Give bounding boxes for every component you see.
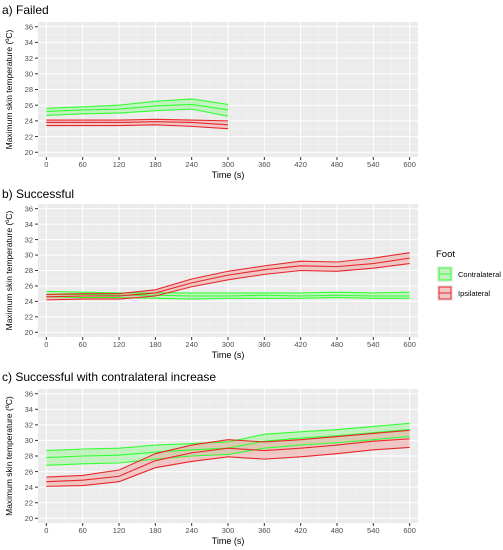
series-line-ipsilateral-mean	[46, 121, 229, 126]
x-tick-label: 540	[367, 340, 380, 349]
y-axis-label: Maximum skin temperature (ºC)	[4, 210, 14, 330]
y-tick-label: 32	[25, 54, 33, 63]
x-tick-label: 420	[294, 160, 307, 169]
y-tick-label: 20	[25, 514, 33, 523]
y-tick-label: 22	[25, 313, 33, 322]
series-line-contralateral-upper	[46, 98, 229, 109]
y-tick-label: 24	[25, 117, 33, 126]
series-line-ipsilateral-upper	[46, 429, 410, 478]
x-tick-label: 60	[79, 340, 87, 349]
x-tick-label: 0	[44, 160, 48, 169]
x-tick-label: 0	[44, 340, 48, 349]
ribbon-ipsilateral	[46, 252, 410, 300]
x-tick-label: 120	[113, 526, 126, 535]
x-tick-label: 120	[113, 340, 126, 349]
x-tick-label: 600	[403, 526, 416, 535]
x-tick-label: 300	[222, 340, 235, 349]
chart-panel-1: a) Failed 0 60 120 180 240 300 360 420 480 540 600 2…	[2, 3, 418, 180]
y-tick-label: 30	[25, 70, 33, 79]
x-tick-label: 540	[367, 526, 380, 535]
y-tick-label: 20	[25, 148, 33, 157]
series-line-ipsilateral-upper	[46, 252, 410, 296]
panel-title: b) Successful	[2, 187, 74, 201]
x-tick-label: 300	[222, 526, 235, 535]
series-line-contralateral-mean	[46, 103, 229, 113]
y-tick-label: 30	[25, 251, 33, 260]
y-tick-label: 26	[25, 282, 33, 291]
x-tick-label: 0	[44, 526, 48, 535]
y-tick-label: 22	[25, 498, 33, 507]
series-line-ipsilateral-lower	[46, 446, 410, 487]
y-tick-label: 30	[25, 436, 33, 445]
y-tick-label: 20	[25, 328, 33, 337]
series-line-ipsilateral-upper	[46, 118, 229, 122]
x-tick-label: 360	[258, 340, 271, 349]
y-tick-label: 32	[25, 235, 33, 244]
y-tick-label: 34	[25, 220, 33, 229]
y-tick-label: 36	[25, 204, 33, 213]
y-tick-label: 24	[25, 483, 33, 492]
x-tick-label: 240	[185, 340, 198, 349]
x-axis-label: Time (s)	[212, 170, 245, 180]
ribbon-ipsilateral	[46, 119, 228, 129]
series-line-contralateral-upper	[46, 290, 410, 294]
x-tick-label: 240	[185, 526, 198, 535]
series-line-contralateral-lower	[46, 108, 229, 117]
x-tick-label: 180	[149, 340, 162, 349]
series-line-contralateral-mean	[46, 293, 410, 297]
x-tick-label: 480	[331, 160, 344, 169]
y-tick-label: 22	[25, 132, 33, 141]
x-tick-label: 300	[222, 160, 235, 169]
legend-title: Foot	[436, 249, 455, 260]
y-tick-label: 28	[25, 452, 33, 461]
y-tick-label: 24	[25, 297, 33, 306]
chart-panel-2: b) Successful 0 60 120 180 240 300 360 420 480 540…	[2, 187, 418, 360]
chart-panel-3: c) Successful with contralateral increas…	[2, 370, 418, 546]
series-line-ipsilateral-mean	[46, 438, 410, 483]
y-axis-label: Maximum skin temperature (ºC)	[4, 396, 14, 516]
y-tick-label: 34	[25, 38, 33, 47]
x-tick-label: 480	[331, 526, 344, 535]
series-line-contralateral-lower	[46, 435, 410, 466]
panel-title: c) Successful with contralateral increas…	[2, 370, 216, 384]
y-tick-label: 36	[25, 389, 33, 398]
x-tick-label: 420	[294, 340, 307, 349]
x-tick-label: 420	[294, 526, 307, 535]
series-line-contralateral-upper	[46, 422, 410, 452]
legend-label: Ipsilateral	[458, 289, 490, 298]
series-line-ipsilateral-lower	[46, 262, 410, 301]
y-tick-label: 26	[25, 101, 33, 110]
x-tick-label: 180	[149, 526, 162, 535]
y-tick-label: 26	[25, 467, 33, 476]
y-tick-label: 32	[25, 421, 33, 430]
x-tick-label: 120	[113, 160, 126, 169]
x-tick-label: 240	[185, 160, 198, 169]
series-line-ipsilateral-lower	[46, 124, 229, 130]
panel-title: a) Failed	[2, 3, 49, 17]
y-tick-label: 28	[25, 85, 33, 94]
x-tick-label: 360	[258, 526, 271, 535]
x-tick-label: 600	[403, 160, 416, 169]
series-line-contralateral-lower	[46, 296, 410, 300]
legend: Foot Contralateral Ipsilateral	[436, 249, 501, 301]
x-tick-label: 480	[331, 340, 344, 349]
y-tick-label: 36	[25, 22, 33, 31]
x-tick-label: 180	[149, 160, 162, 169]
x-tick-label: 540	[367, 160, 380, 169]
x-tick-label: 60	[79, 160, 87, 169]
x-tick-label: 360	[258, 160, 271, 169]
x-tick-label: 60	[79, 526, 87, 535]
x-axis-label: Time (s)	[212, 350, 245, 360]
y-tick-label: 34	[25, 405, 33, 414]
y-axis-label: Maximum skin temperature (ºC)	[4, 29, 14, 149]
legend-label: Contralateral	[458, 270, 501, 279]
series-line-ipsilateral-mean	[46, 257, 410, 298]
x-axis-label: Time (s)	[212, 536, 245, 546]
x-tick-label: 600	[403, 340, 416, 349]
y-tick-label: 28	[25, 266, 33, 275]
